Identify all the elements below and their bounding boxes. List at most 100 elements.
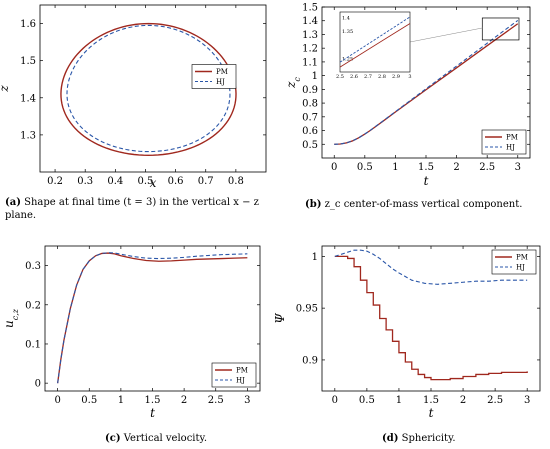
legend-label-b-pm: PM	[506, 134, 518, 142]
inset-y-tick-label-2: 1.35	[342, 29, 353, 35]
y-tick-label-b-1: 0.6	[302, 126, 318, 137]
caption-b-text: z_c center-of-mass vertical component.	[324, 199, 523, 210]
series-line-d-hj	[334, 249, 528, 285]
y-tick-label-b-5: 1	[312, 71, 318, 82]
x-axis-label-d: t	[429, 406, 434, 420]
series-line-b-hj	[334, 20, 519, 145]
y-tick-label-a-1: 1.4	[20, 93, 36, 104]
legend-box-b	[481, 129, 527, 155]
x-axis-label-a: x	[150, 176, 157, 190]
x-tick-label-d-5: 2.5	[487, 395, 503, 406]
caption-c: (c) Vertical velocity.	[105, 432, 245, 445]
x-tick-label-c-4: 2	[181, 395, 187, 406]
x-tick-label-d-0: 0	[332, 395, 338, 406]
caption-a-tag: (a)	[5, 197, 21, 208]
inset-x-tick-label-4: 2.9	[392, 74, 400, 80]
x-tick-label-c-2: 1	[118, 395, 124, 406]
shape-contour-a-pm	[60, 22, 237, 157]
x-axis-label-c: t	[150, 406, 155, 420]
x-tick-label-d-6: 3	[524, 395, 530, 406]
inset-x-tick-label-5: 3	[408, 74, 411, 80]
x-tick-label-d-3: 1.5	[423, 395, 439, 406]
x-tick-label-b-4: 2	[453, 162, 459, 173]
inset-line-hj	[339, 16, 411, 63]
zoom-region-b	[481, 17, 520, 41]
caption-d-tag: (d)	[382, 433, 399, 444]
y-axis-label-d: Ψ	[273, 313, 287, 324]
x-tick-label-a-1: 0.3	[77, 176, 93, 187]
axes-d: 0 0.5 1 1.5 2 2.5 3 0.9 0.95 1 t Ψ	[273, 245, 541, 420]
legend-label-d-pm: PM	[516, 254, 528, 262]
x-tick-label-a-5: 0.7	[198, 176, 214, 187]
legend-label-a-hj: HJ	[216, 78, 225, 86]
y-axis-label-a: z	[0, 85, 11, 93]
inset-y-tick-label-0: 1.25	[342, 56, 353, 62]
y-tick-label-a-2: 1.5	[20, 56, 36, 67]
caption-a: (a) Shape at final time (t = 3) in the v…	[5, 196, 270, 222]
x-tick-label-d-4: 2	[460, 395, 466, 406]
y-tick-label-b-4: 0.9	[302, 85, 318, 96]
shape-contour-a-hj	[66, 24, 231, 153]
y-tick-label-c-3: 0.3	[25, 261, 41, 272]
series-line-c-hj	[57, 252, 248, 384]
legend-box-c	[211, 362, 257, 388]
x-tick-label-d-1: 0.5	[359, 395, 375, 406]
legend-label-b-hj: HJ	[506, 144, 515, 152]
legend-label-a-pm: PM	[216, 68, 228, 76]
legend-d: PM HJ	[491, 249, 537, 275]
x-tick-label-d-2: 1	[396, 395, 402, 406]
y-tick-label-d-2: 1	[312, 252, 318, 263]
plot-frame-a	[39, 4, 267, 173]
x-tick-label-b-0: 0	[331, 162, 337, 173]
inset-frame-b	[339, 11, 411, 73]
inset-b: 2.5 2.6 2.7 2.8 2.9 3 1.25 1.35 1.4	[336, 11, 412, 80]
inset-line-pm	[339, 23, 411, 68]
x-tick-label-c-5: 2.5	[208, 395, 224, 406]
y-tick-label-b-8: 1.3	[302, 30, 318, 41]
x-tick-label-b-6: 3	[515, 162, 521, 173]
y-axis-label-c: uc,z	[2, 308, 20, 328]
legend-a: PM HJ	[191, 64, 237, 89]
caption-a-text: Shape at final time (t = 3) in the verti…	[5, 197, 259, 221]
x-tick-label-b-2: 1	[392, 162, 398, 173]
x-tick-label-c-1: 0.5	[81, 395, 97, 406]
series-line-d-pm	[334, 255, 528, 381]
x-tick-label-a-6: 0.8	[228, 176, 244, 187]
y-axis-label-b: zc	[284, 77, 302, 89]
inset-y-tick-label-3: 1.4	[342, 15, 350, 21]
inset-x-tick-label-2: 2.7	[364, 74, 372, 80]
caption-d-text: Sphericity.	[401, 433, 456, 444]
x-tick-label-c-6: 3	[244, 395, 250, 406]
x-tick-label-c-0: 0	[54, 395, 60, 406]
x-tick-label-a-4: 0.6	[168, 176, 184, 187]
x-tick-label-a-3: 0.5	[138, 176, 154, 187]
legend-c: PM HJ	[211, 362, 257, 388]
caption-b: (b) z_c center-of-mass vertical componen…	[305, 198, 545, 211]
y-tick-label-d-0: 0.9	[302, 355, 318, 366]
legend-b: PM HJ	[481, 129, 527, 155]
inset-x-tick-label-0: 2.5	[336, 74, 344, 80]
legend-box-d	[491, 249, 537, 275]
caption-c-tag: (c)	[105, 433, 121, 444]
x-tick-label-b-3: 1.5	[418, 162, 434, 173]
x-tick-label-b-5: 2.5	[479, 162, 495, 173]
axes-c: 0 0.5 1 1.5 2 2.5 3 0 0.1 0.2 0.3 t uc,z	[2, 245, 261, 420]
y-tick-label-a-0: 1.3	[20, 130, 36, 141]
axes-a: 0.2 0.3 0.4 0.5 0.6 0.7 0.8 1.3 1.4 1.5 1.6 x z	[0, 4, 267, 190]
y-tick-label-c-2: 0.2	[25, 300, 41, 311]
x-tick-label-a-2: 0.4	[107, 176, 123, 187]
y-tick-label-b-7: 1.2	[302, 44, 318, 55]
y-tick-label-b-0: 0.5	[302, 140, 318, 151]
legend-label-c-pm: PM	[236, 367, 248, 375]
inset-x-tick-label-1: 2.6	[350, 74, 358, 80]
inset-x-tick-label-3: 2.8	[378, 74, 386, 80]
y-tick-label-b-6: 1.1	[302, 57, 318, 68]
x-tick-label-b-1: 0.5	[357, 162, 373, 173]
zoom-connector-b	[409, 27, 483, 43]
y-tick-label-c-0: 0	[35, 379, 41, 390]
y-tick-label-c-1: 0.1	[25, 339, 41, 350]
legend-label-d-hj: HJ	[516, 264, 525, 272]
y-tick-label-b-9: 1.4	[302, 16, 318, 27]
legend-box-a	[191, 64, 237, 89]
